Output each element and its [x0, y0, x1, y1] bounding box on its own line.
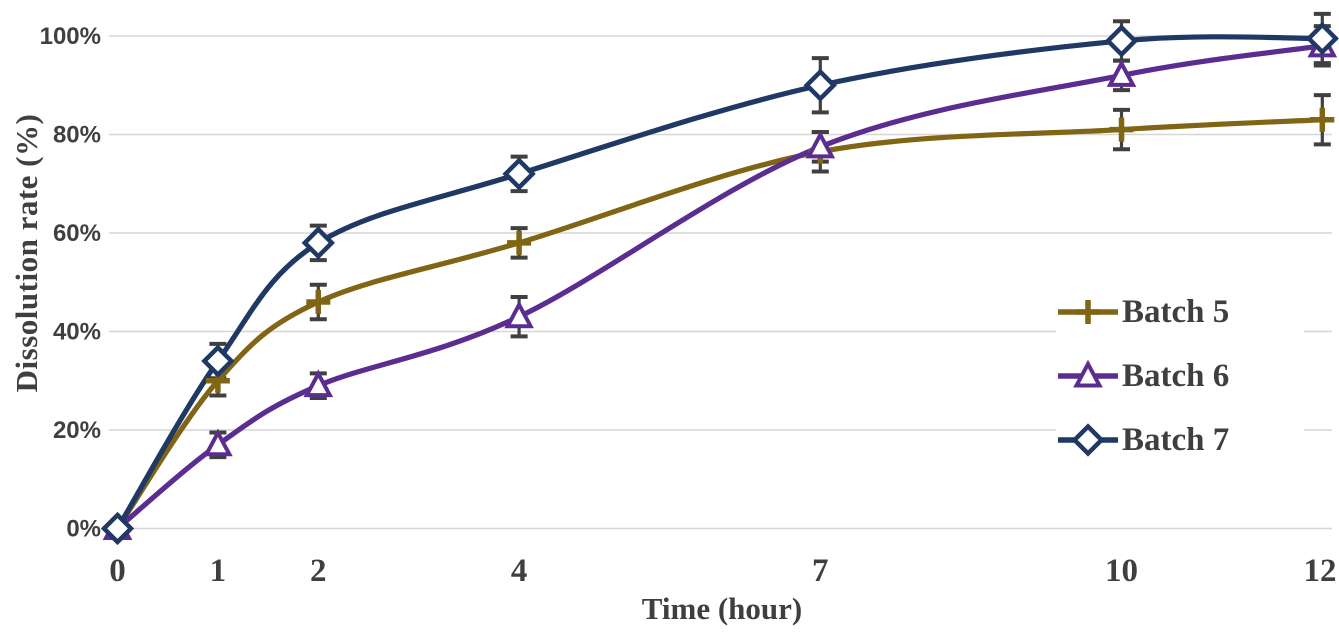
y-tick-label: 0% — [66, 516, 101, 543]
diamond-marker-icon — [1305, 21, 1339, 56]
batch-6-triangle-marker-icon — [1058, 359, 1118, 388]
y-tick-label: 100% — [40, 23, 101, 50]
x-tick-label: 0 — [109, 553, 126, 589]
legend-label-batch-7: Batch 7 — [1122, 421, 1230, 458]
diamond-marker-icon — [1104, 24, 1139, 58]
triangle-marker-icon — [203, 428, 233, 457]
x-tick-label: 4 — [511, 553, 528, 589]
x-tick-label: 7 — [812, 553, 829, 589]
y-tick-label: 40% — [53, 319, 101, 346]
x-tick-label: 1 — [210, 553, 227, 589]
legend-item-batch-7: Batch 7 — [1056, 412, 1304, 468]
triangle-marker-icon — [1106, 59, 1137, 87]
x-tick-label: 12 — [1304, 553, 1337, 589]
x-tick-label: 10 — [1105, 553, 1138, 589]
triangle-marker-icon — [504, 300, 534, 329]
diamond-marker-icon — [803, 68, 837, 102]
diamond-marker-icon — [301, 226, 335, 260]
legend-label-batch-6: Batch 6 — [1122, 357, 1230, 394]
diamond-marker-icon — [1071, 423, 1105, 457]
y-axis-title: Dissolution rate (%) — [9, 113, 44, 393]
legend: Batch 5 Batch 6 Batch 7 — [1056, 282, 1304, 470]
triangle-marker-icon — [1073, 359, 1103, 388]
diamond-marker-icon — [100, 511, 135, 546]
legend-label-batch-5: Batch 5 — [1122, 293, 1230, 330]
x-tick-label: 2 — [310, 553, 327, 589]
triangle-marker-icon — [805, 130, 836, 159]
batch-5-plus-marker-icon — [1058, 300, 1118, 324]
y-tick-label: 60% — [53, 220, 101, 247]
legend-item-batch-5: Batch 5 — [1056, 284, 1304, 340]
legend-item-batch-6: Batch 6 — [1056, 348, 1304, 404]
diamond-marker-icon — [201, 344, 235, 378]
y-tick-label: 80% — [53, 122, 101, 149]
diamond-marker-icon — [502, 157, 536, 191]
x-axis-title: Time (hour) — [641, 591, 803, 626]
triangle-marker-icon — [303, 369, 334, 398]
batch-7-diamond-marker-icon — [1058, 423, 1118, 457]
y-tick-label: 20% — [53, 417, 101, 444]
